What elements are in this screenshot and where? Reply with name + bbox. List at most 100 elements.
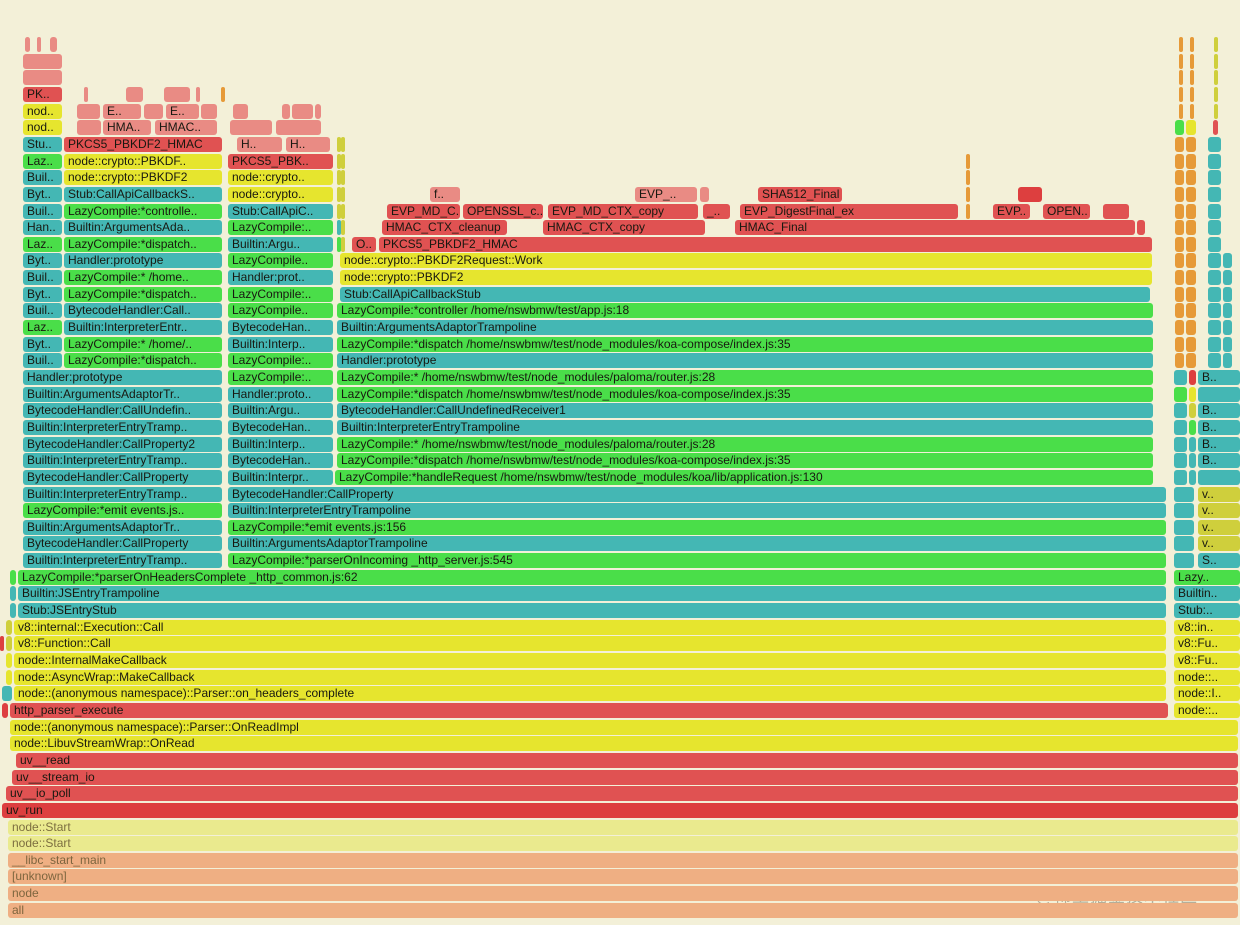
frame-bar[interactable] [1213,120,1218,135]
frame-bar[interactable]: LazyCompile:*controller /home/nswbmw/tes… [337,303,1153,318]
frame-bar[interactable]: v.. [1198,487,1240,502]
frame-bar[interactable]: Builtin:InterpreterEntryTrampoline [228,503,1166,518]
frame-bar[interactable] [337,170,341,185]
frame-bar[interactable] [6,636,12,651]
frame-bar[interactable]: Han.. [23,220,62,235]
frame-bar[interactable] [230,120,272,135]
frame-bar[interactable]: node::crypto.. [228,170,333,185]
frame-bar[interactable] [341,204,345,219]
frame-bar[interactable] [1175,287,1184,302]
frame-bar[interactable] [1208,237,1221,252]
frame-bar[interactable]: v8::Fu.. [1174,653,1240,668]
frame-bar[interactable] [1186,120,1196,135]
frame-bar[interactable]: LazyCompile:*dispatch.. [64,237,222,252]
frame-bar[interactable] [282,104,290,119]
frame-bar[interactable] [1174,387,1187,402]
frame-bar[interactable] [1179,104,1183,119]
frame-bar[interactable]: LazyCompile:*dispatch.. [64,287,222,302]
frame-bar[interactable] [23,54,62,69]
frame-bar[interactable] [1208,253,1221,268]
frame-bar[interactable] [337,204,341,219]
frame-bar[interactable] [1208,353,1221,368]
frame-bar[interactable] [1186,270,1196,285]
frame-bar[interactable] [1223,320,1232,335]
frame-bar[interactable]: HMAC.. [155,120,217,135]
frame-bar[interactable]: LazyCompile:*handleRequest /home/nswbmw/… [335,470,1153,485]
frame-bar[interactable] [1198,387,1240,402]
frame-bar[interactable] [1186,170,1196,185]
frame-bar[interactable]: Laz.. [23,237,62,252]
frame-bar[interactable] [1174,403,1187,418]
frame-bar[interactable] [1190,37,1194,52]
frame-bar[interactable] [337,187,341,202]
frame-bar[interactable]: LazyCompile:* /home/.. [64,337,222,352]
frame-bar[interactable] [1018,187,1042,202]
frame-bar[interactable] [1223,353,1232,368]
frame-bar[interactable] [2,686,12,701]
frame-bar[interactable]: HMA.. [103,120,151,135]
frame-bar[interactable]: BytecodeHandler:CallProperty [228,487,1166,502]
frame-bar[interactable] [1223,303,1232,318]
frame-bar[interactable] [37,37,41,52]
frame-bar[interactable]: node::.. [1174,703,1240,718]
frame-bar[interactable]: B.. [1198,437,1240,452]
frame-bar[interactable] [341,137,345,152]
frame-bar[interactable]: http_parser_execute [10,703,1168,718]
frame-bar[interactable] [966,187,970,202]
frame-bar[interactable] [0,636,4,651]
frame-bar[interactable]: Stub:CallApiC.. [228,204,333,219]
frame-bar[interactable] [6,653,12,668]
frame-bar[interactable] [337,237,341,252]
frame-bar[interactable]: v.. [1198,536,1240,551]
frame-bar[interactable] [292,104,313,119]
frame-bar[interactable] [1175,270,1184,285]
frame-bar[interactable] [1189,453,1196,468]
frame-bar[interactable]: PKCS5_PBKDF2_HMAC [379,237,1152,252]
frame-bar[interactable]: BytecodeHandler:CallProperty [23,536,222,551]
frame-bar[interactable]: Stub:CallApiCallbackStub [340,287,1150,302]
frame-bar[interactable]: __libc_start_main [8,853,1238,868]
frame-bar[interactable]: BytecodeHan.. [228,453,333,468]
frame-bar[interactable]: PKCS5_PBKDF2_HMAC [64,137,222,152]
frame-bar[interactable] [1186,287,1196,302]
frame-bar[interactable]: Handler:prototype [64,253,222,268]
frame-bar[interactable] [966,170,970,185]
frame-bar[interactable]: node::(anonymous namespace)::Parser::on_… [14,686,1166,701]
frame-bar[interactable]: node::LibuvStreamWrap::OnRead [10,736,1238,751]
frame-bar[interactable] [126,87,143,102]
frame-bar[interactable] [1189,420,1196,435]
frame-bar[interactable] [341,187,345,202]
frame-bar[interactable]: B.. [1198,403,1240,418]
frame-bar[interactable]: Builtin.. [1174,586,1240,601]
frame-bar[interactable]: node::I.. [1174,686,1240,701]
frame-bar[interactable]: Builtin:InterpreterEntr.. [64,320,222,335]
frame-bar[interactable] [1186,220,1196,235]
frame-bar[interactable]: node [8,886,1238,901]
frame-bar[interactable] [6,670,12,685]
frame-bar[interactable]: HMAC_Final [735,220,1135,235]
frame-bar[interactable]: LazyCompile:.. [228,220,333,235]
frame-bar[interactable]: Builtin:InterpreterEntryTramp.. [23,553,222,568]
frame-bar[interactable] [1175,137,1184,152]
frame-bar[interactable] [341,170,345,185]
frame-bar[interactable] [1189,403,1196,418]
frame-bar[interactable] [1198,470,1240,485]
frame-bar[interactable]: LazyCompile:*emit events.js:156 [228,520,1166,535]
frame-bar[interactable] [50,37,57,52]
frame-bar[interactable]: uv__io_poll [6,786,1238,801]
frame-bar[interactable] [10,586,16,601]
frame-bar[interactable] [23,70,62,85]
frame-bar[interactable] [1186,137,1196,152]
frame-bar[interactable]: EVP_.. [635,187,697,202]
frame-bar[interactable]: SHA512_Final [758,187,842,202]
frame-bar[interactable]: LazyCompile:* /home.. [64,270,222,285]
frame-bar[interactable]: Builtin:ArgumentsAdaptorTrampoline [337,320,1153,335]
frame-bar[interactable]: Builtin:Argu.. [228,237,333,252]
frame-bar[interactable]: PK.. [23,87,62,102]
frame-bar[interactable] [1175,154,1184,169]
frame-bar[interactable]: EVP_DigestFinal_ex [740,204,958,219]
frame-bar[interactable]: Buil.. [23,270,62,285]
frame-bar[interactable]: B.. [1198,370,1240,385]
frame-bar[interactable] [1174,503,1194,518]
frame-bar[interactable]: S.. [1198,553,1240,568]
